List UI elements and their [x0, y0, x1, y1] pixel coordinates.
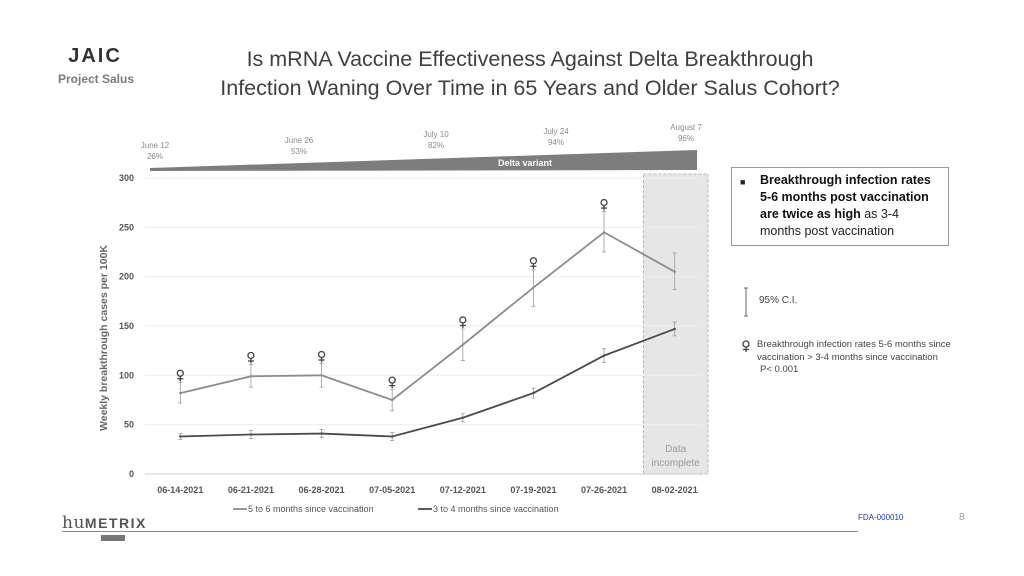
incomplete-data-region	[642, 173, 709, 475]
delta-milestone-pct: 96%	[678, 134, 694, 143]
y-tick-label: 250	[119, 222, 134, 232]
y-tick-label: 200	[119, 272, 134, 282]
delta-milestone-date: June 26	[285, 136, 314, 145]
delta-milestone-pct: 82%	[428, 141, 444, 150]
data-point	[390, 398, 394, 402]
x-tick-label: 06-28-2021	[299, 485, 345, 495]
delta-milestone-pct: 94%	[548, 138, 564, 147]
data-point	[602, 231, 606, 234]
x-tick-label: 06-21-2021	[228, 485, 274, 495]
y-tick-label: 0	[129, 469, 134, 479]
page-number: 8	[959, 512, 965, 523]
series-line	[180, 328, 676, 438]
significance-marker-icon	[529, 257, 538, 265]
p-value: P< 0.001	[760, 364, 799, 375]
x-tick-label: 07-26-2021	[581, 485, 627, 495]
ci-legend-label: 95% C.I.	[759, 295, 798, 306]
delta-milestone-date: July 24	[543, 127, 569, 136]
legend-label: 5 to 6 months since vaccination	[248, 504, 374, 514]
x-tick-label: 08-02-2021	[652, 485, 698, 495]
logo-subtitle: Project Salus	[57, 72, 135, 86]
humetrix-logo-bar	[101, 535, 125, 541]
data-point	[249, 433, 253, 436]
incomplete-label-line2: incomplete	[652, 458, 701, 469]
key-finding-rest: as 3-4 months post vaccination	[760, 207, 899, 238]
y-tick-label: 100	[119, 370, 134, 380]
data-point	[532, 286, 535, 289]
x-tick-label: 06-14-2021	[157, 485, 203, 495]
delta-milestone-date: July 10	[423, 130, 449, 139]
x-tick-label: 07-05-2021	[369, 485, 415, 495]
series-line	[180, 231, 676, 402]
significance-marker-icon	[600, 198, 608, 207]
data-point	[673, 327, 676, 331]
humetrix-logo: huMETRIX	[62, 513, 147, 533]
humetrix-logo-hu: hu	[62, 513, 85, 533]
delta-milestone-pct: 53%	[291, 147, 307, 156]
data-point	[320, 374, 323, 377]
jaic-logo: JAIC	[68, 45, 122, 66]
data-point	[179, 391, 182, 395]
page-title: Is mRNA Vaccine Effectiveness Against De…	[160, 45, 900, 103]
delta-variant-label: Delta variant	[498, 158, 552, 168]
significance-legend-text: Breakthrough infection rates 5-6 months …	[757, 339, 951, 363]
y-tick-label: 300	[119, 173, 134, 183]
y-tick-label: 50	[124, 420, 134, 430]
y-axis-label: Weekly breakthrough cases per 100K	[98, 245, 110, 431]
x-tick-label: 07-12-2021	[440, 485, 486, 495]
data-point	[532, 391, 535, 395]
key-finding-bold: Breakthrough infection rates 5-6 months …	[760, 173, 931, 221]
data-point	[320, 432, 323, 435]
data-point	[179, 435, 182, 438]
humetrix-logo-metrix: METRIX	[84, 515, 147, 531]
data-point	[249, 375, 253, 378]
significance-marker-icon	[317, 350, 326, 359]
title-line-2: Infection Waning Over Time in 65 Years a…	[220, 76, 840, 100]
data-point	[390, 435, 394, 438]
data-point	[673, 270, 676, 273]
significance-marker-icon	[247, 351, 255, 360]
document-id: FDA-000010	[858, 513, 904, 522]
key-finding-box: ■ Breakthrough infection rates 5-6 month…	[731, 167, 949, 246]
y-tick-label: 150	[119, 321, 134, 331]
delta-milestone-date: June 12	[141, 141, 170, 150]
delta-variant-wedge	[150, 150, 697, 171]
significance-legend-icon	[742, 340, 750, 348]
footer-divider	[62, 531, 858, 532]
significance-marker-icon	[388, 376, 396, 384]
data-point	[461, 343, 465, 346]
x-tick-label: 07-19-2021	[510, 485, 556, 495]
significance-legend: Breakthrough infection rates 5-6 months …	[757, 339, 957, 377]
data-point	[602, 354, 606, 357]
delta-milestone-pct: 26%	[147, 152, 163, 161]
bullet-icon: ■	[740, 177, 746, 187]
legend-label: 3 to 4 months since vaccination	[433, 504, 559, 514]
significance-marker-icon	[459, 316, 467, 324]
delta-milestone-date: August 7	[670, 123, 702, 132]
jaic-logo-text: JAIC	[68, 45, 122, 66]
title-line-1: Is mRNA Vaccine Effectiveness Against De…	[246, 47, 814, 71]
data-point	[461, 416, 465, 419]
incomplete-label-line1: Data	[665, 444, 687, 455]
